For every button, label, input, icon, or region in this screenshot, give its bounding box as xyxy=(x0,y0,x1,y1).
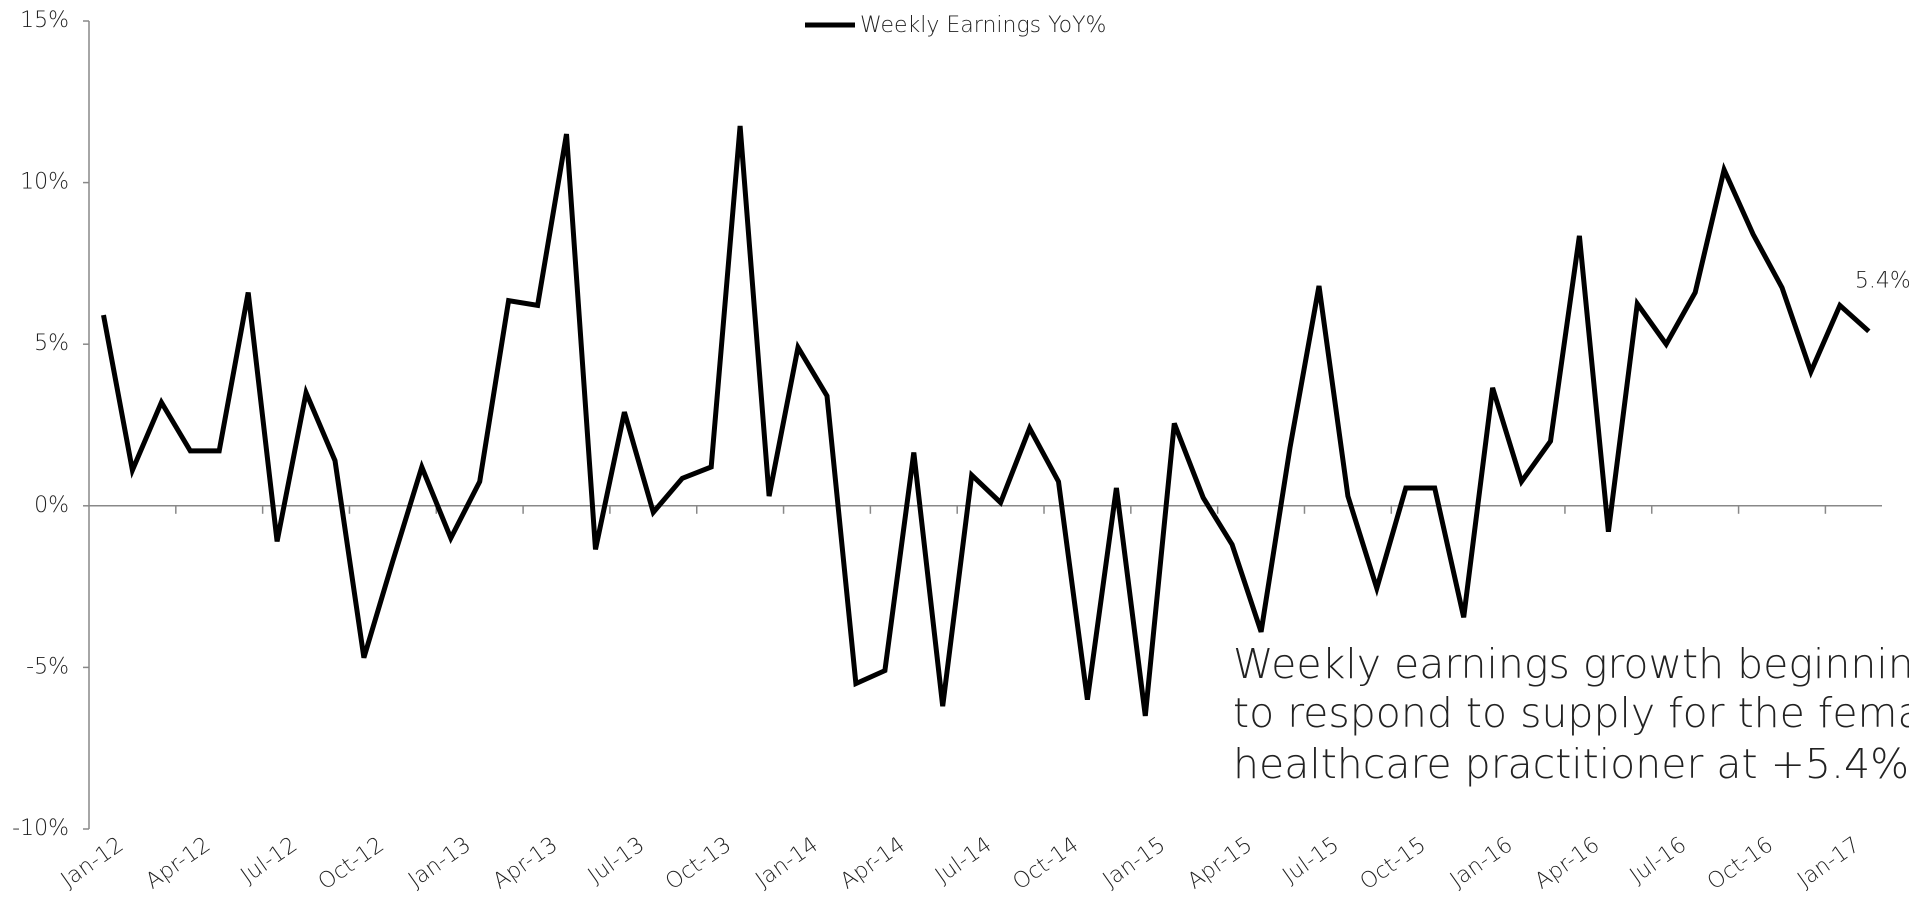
x-tick-label: Jul-14 xyxy=(931,832,997,888)
x-tick-label: Apr-12 xyxy=(141,832,215,894)
y-tick-label: 5% xyxy=(34,331,69,356)
x-tick-label: Oct-15 xyxy=(1356,832,1431,895)
y-tick-label: 10% xyxy=(20,170,69,195)
annotation: to respond to supply for the female xyxy=(1233,689,1909,737)
y-tick-label: -5% xyxy=(26,654,69,679)
x-tick-label: Jan-15 xyxy=(1099,832,1171,893)
annotation: Weekly earnings growth beginning xyxy=(1233,640,1909,688)
x-tick-label: Apr-14 xyxy=(836,832,910,894)
x-tick-label: Jan-13 xyxy=(404,832,476,893)
x-tick-label: Jan-14 xyxy=(751,832,823,893)
y-tick-label: 15% xyxy=(20,8,69,33)
y-tick-label: 0% xyxy=(34,493,69,518)
series-line xyxy=(101,125,1871,717)
x-tick-label: Oct-16 xyxy=(1703,832,1778,895)
x-tick-label: Jan-16 xyxy=(1446,832,1518,893)
x-tick-label: Jan-12 xyxy=(57,832,129,893)
x-tick-label: Jul-12 xyxy=(236,832,302,888)
x-tick-label: Oct-12 xyxy=(314,832,389,895)
annotation: healthcare practitioner at +5.4% xyxy=(1233,740,1909,788)
y-tick-label: -10% xyxy=(12,816,69,841)
x-tick-label: Apr-16 xyxy=(1530,832,1604,894)
x-tick-label: Oct-13 xyxy=(661,832,736,895)
data-label: 5.4% xyxy=(1855,268,1909,293)
x-tick-label: Jan-17 xyxy=(1793,832,1865,893)
x-tick-label: Oct-14 xyxy=(1008,832,1083,895)
x-tick-label: Apr-15 xyxy=(1183,832,1257,894)
x-tick-label: Jul-16 xyxy=(1626,832,1692,888)
legend-label: Weekly Earnings YoY% xyxy=(860,13,1106,38)
x-tick-label: Jul-13 xyxy=(584,832,650,888)
x-tick-label: Jul-15 xyxy=(1278,832,1344,888)
x-tick-label: Apr-13 xyxy=(489,832,563,894)
